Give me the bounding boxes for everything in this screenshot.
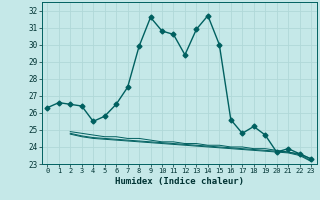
X-axis label: Humidex (Indice chaleur): Humidex (Indice chaleur) (115, 177, 244, 186)
